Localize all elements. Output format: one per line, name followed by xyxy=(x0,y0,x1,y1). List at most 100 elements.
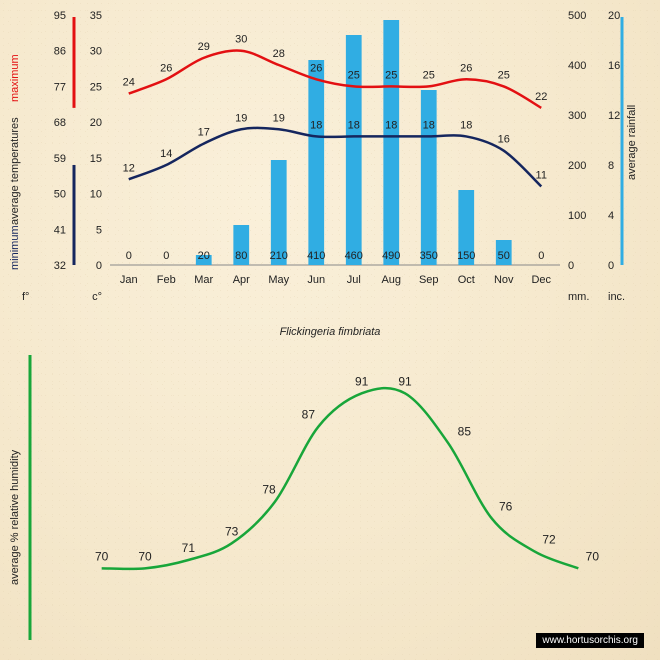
humidity-value: 85 xyxy=(458,424,472,438)
rain-bar xyxy=(383,20,399,265)
tick-f: 50 xyxy=(54,189,66,201)
humidity-value: 70 xyxy=(138,549,152,563)
climate-chart-top: 0510152025303532415059687786950100200300… xyxy=(40,5,640,315)
humidity-value: 91 xyxy=(398,374,412,388)
tick-f: 77 xyxy=(54,81,66,93)
humidity-value: 71 xyxy=(182,541,196,555)
humidity-line xyxy=(102,388,579,569)
tick-in: 4 xyxy=(608,210,614,222)
min-temp-value: 18 xyxy=(348,119,360,131)
rain-value: 350 xyxy=(420,250,438,262)
humidity-value: 78 xyxy=(262,483,276,497)
min-temp-value: 11 xyxy=(536,169,547,181)
tick-mm: 0 xyxy=(568,260,574,272)
label-maximum: maximum xyxy=(9,54,21,102)
month-label: Dec xyxy=(531,274,551,286)
max-temp-value: 22 xyxy=(535,91,547,103)
tick-mm: 400 xyxy=(568,60,586,72)
humidity-chart-bottom: 707071737887919185767270 xyxy=(40,350,640,640)
rain-value: 0 xyxy=(126,250,132,262)
month-label: Apr xyxy=(233,274,250,286)
label-minimum: minimum xyxy=(9,225,21,270)
month-label: Aug xyxy=(381,274,401,286)
max-temp-line xyxy=(129,50,542,107)
tick-f: 68 xyxy=(54,117,66,129)
max-temp-value: 30 xyxy=(235,34,247,46)
rain-bar xyxy=(308,60,324,265)
tick-in: 0 xyxy=(608,260,614,272)
min-temp-value: 19 xyxy=(235,112,247,124)
rain-bar xyxy=(421,90,437,265)
month-label: Jan xyxy=(120,274,138,286)
max-temp-value: 29 xyxy=(198,41,210,53)
min-temp-value: 14 xyxy=(160,148,172,160)
label-avg-temp: average temperatures xyxy=(9,117,21,225)
tick-c: 30 xyxy=(90,46,102,58)
rain-value: 490 xyxy=(382,250,400,262)
max-temp-value: 26 xyxy=(460,62,472,74)
unit-f: f° xyxy=(22,291,29,303)
min-temp-value: 18 xyxy=(310,119,322,131)
month-label: Oct xyxy=(458,274,475,286)
min-temp-value: 18 xyxy=(460,119,472,131)
left-axis-labels: minimum average temperatures maximum f° … xyxy=(0,0,40,660)
max-temp-value: 25 xyxy=(498,69,510,81)
tick-in: 8 xyxy=(608,160,614,172)
humidity-value: 70 xyxy=(586,549,600,563)
tick-in: 20 xyxy=(608,10,620,22)
min-temp-line xyxy=(129,128,542,187)
max-temp-value: 26 xyxy=(160,62,172,74)
climate-chart-top-svg: 0510152025303532415059687786950100200300… xyxy=(40,5,640,315)
rain-value: 410 xyxy=(307,250,325,262)
tick-f: 32 xyxy=(54,260,66,272)
tick-f: 41 xyxy=(54,224,66,236)
tick-mm: 500 xyxy=(568,10,586,22)
month-label: Jul xyxy=(347,274,361,286)
max-temp-value: 25 xyxy=(423,69,435,81)
tick-mm: 100 xyxy=(568,210,586,222)
humidity-value: 73 xyxy=(225,524,239,538)
tick-c: 35 xyxy=(90,10,102,22)
tick-c: 25 xyxy=(90,81,102,93)
tick-f: 95 xyxy=(54,10,66,22)
tick-c: 15 xyxy=(90,153,102,165)
min-temp-value: 18 xyxy=(423,119,435,131)
rain-value: 210 xyxy=(270,250,288,262)
tick-c: 10 xyxy=(90,189,102,201)
label-avg-humidity: average % relative humidity xyxy=(9,449,21,585)
humidity-value: 91 xyxy=(355,374,369,388)
month-label: Sep xyxy=(419,274,439,286)
max-temp-value: 25 xyxy=(385,69,397,81)
rain-value: 0 xyxy=(538,250,544,262)
humidity-value: 70 xyxy=(95,549,109,563)
min-temp-value: 16 xyxy=(498,134,510,146)
min-temp-value: 12 xyxy=(123,162,135,174)
tick-mm: 300 xyxy=(568,110,586,122)
month-label: Feb xyxy=(157,274,176,286)
rain-value: 20 xyxy=(198,250,210,262)
tick-f: 59 xyxy=(54,153,66,165)
unit-c: c° xyxy=(92,291,102,303)
humidity-value: 87 xyxy=(302,408,316,422)
tick-mm: 200 xyxy=(568,160,586,172)
tick-c: 20 xyxy=(90,117,102,129)
min-temp-value: 17 xyxy=(198,127,210,139)
watermark-badge: www.hortusorchis.org xyxy=(536,633,644,648)
min-temp-value: 18 xyxy=(385,119,397,131)
max-temp-value: 28 xyxy=(273,48,285,60)
tick-c: 0 xyxy=(96,260,102,272)
unit-inc: inc. xyxy=(608,291,625,303)
month-label: Nov xyxy=(494,274,514,286)
rain-value: 50 xyxy=(498,250,510,262)
max-temp-value: 25 xyxy=(348,69,360,81)
humidity-chart-svg: 707071737887919185767270 xyxy=(40,350,640,640)
max-temp-value: 24 xyxy=(123,77,135,89)
rain-value: 0 xyxy=(163,250,169,262)
tick-in: 12 xyxy=(608,110,620,122)
rain-value: 460 xyxy=(345,250,363,262)
humidity-value: 76 xyxy=(499,499,513,513)
max-temp-value: 26 xyxy=(310,62,322,74)
rain-value: 150 xyxy=(457,250,475,262)
min-temp-value: 19 xyxy=(273,112,285,124)
month-label: Mar xyxy=(194,274,213,286)
